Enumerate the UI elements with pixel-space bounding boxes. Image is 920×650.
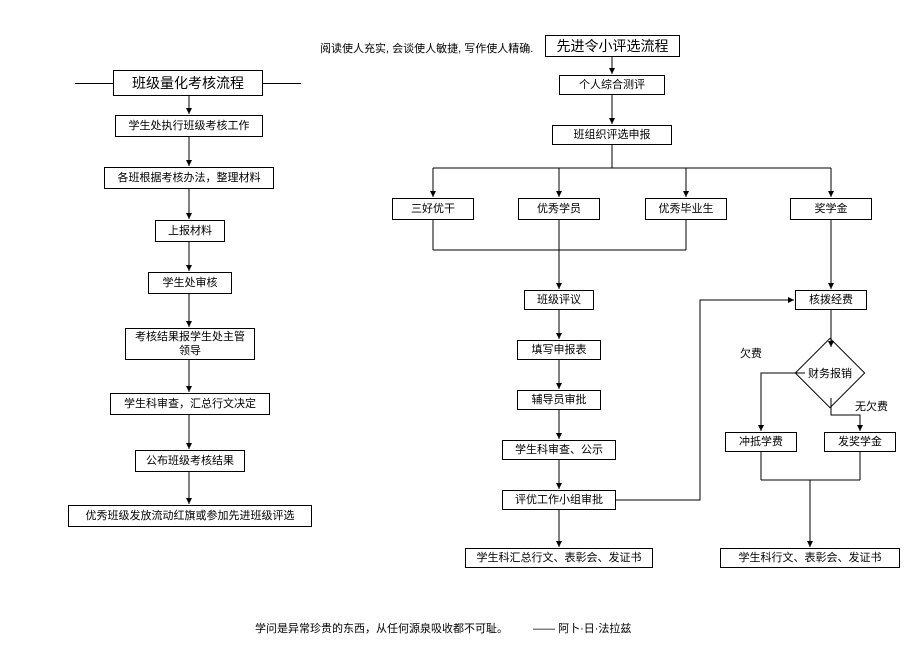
right-b4: 奖学金 bbox=[790, 198, 872, 220]
left-n6: 学生科审查，汇总行文决定 bbox=[110, 393, 270, 415]
right-n2: 班组织评选申报 bbox=[552, 125, 672, 145]
left-n7: 公布班级考核结果 bbox=[135, 450, 245, 472]
footer-quote: 学问是异常珍贵的东西，从任何源泉吸收都不可耻。 —— 阿卜·日·法拉兹 bbox=[255, 620, 631, 636]
right-b1: 三好优干 bbox=[392, 198, 474, 220]
right-c6: 学生科汇总行文、表彰会、发证书 bbox=[465, 548, 653, 568]
right-r4: 学生科行文、表彰会、发证书 bbox=[720, 548, 900, 568]
left-title: 班级量化考核流程 bbox=[113, 70, 263, 96]
diamond-right-label: 无欠费 bbox=[855, 398, 888, 414]
left-title-rule-l bbox=[75, 83, 113, 84]
right-r2: 冲抵学费 bbox=[725, 432, 797, 452]
left-n2: 各班根据考核办法，整理材料 bbox=[104, 167, 274, 189]
left-n4: 学生处审核 bbox=[148, 272, 232, 294]
right-title: 先进令小评选流程 bbox=[545, 35, 680, 57]
right-r3: 发奖学金 bbox=[824, 432, 896, 452]
right-c5: 评优工作小组审批 bbox=[502, 490, 616, 510]
diamond-left-label: 欠费 bbox=[740, 345, 762, 361]
header-quote: 阅读使人充实, 会谈使人敏捷, 写作使人精确. bbox=[320, 40, 533, 56]
left-n1: 学生处执行班级考核工作 bbox=[115, 115, 263, 137]
right-c4: 学生科审查、公示 bbox=[502, 440, 616, 460]
left-title-rule-r bbox=[263, 83, 301, 84]
right-b2: 优秀学员 bbox=[518, 198, 600, 220]
right-c1: 班级评议 bbox=[524, 290, 594, 310]
right-b3: 优秀毕业生 bbox=[645, 198, 727, 220]
right-c3: 辅导员审批 bbox=[517, 390, 601, 410]
left-n3: 上报材料 bbox=[155, 220, 225, 242]
right-r1: 核拨经费 bbox=[795, 290, 867, 310]
right-c2: 填写申报表 bbox=[517, 340, 601, 360]
right-n1: 个人综合测评 bbox=[559, 75, 665, 95]
left-n5: 考核结果报学生处主管领导 bbox=[125, 328, 255, 360]
left-n8: 优秀班级发放流动红旗或参加先进班级评选 bbox=[68, 505, 312, 527]
